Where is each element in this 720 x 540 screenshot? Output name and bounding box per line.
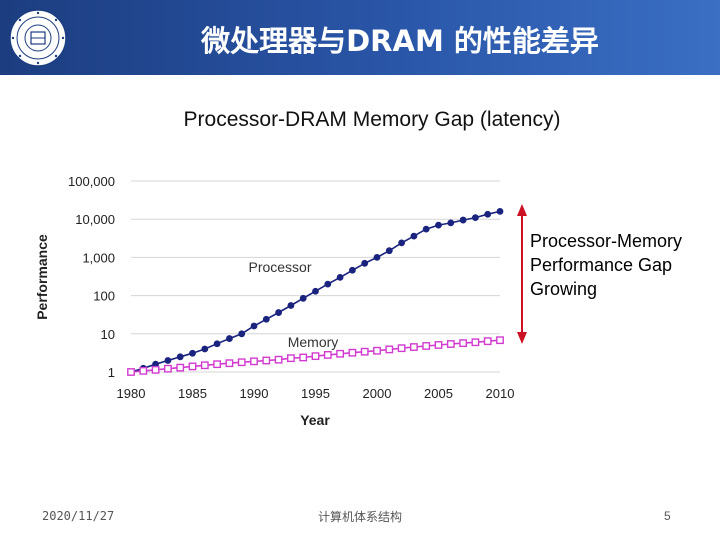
memory-point: [250, 357, 258, 366]
processor-point: [287, 302, 295, 309]
slide-header: 微处理器与DRAM 的性能差异: [0, 0, 720, 75]
memory-point: [422, 342, 431, 350]
memory-point: [262, 356, 271, 365]
memory-series-label: Memory: [288, 334, 339, 350]
x-tick-label: 2000: [363, 386, 392, 401]
processor-point: [312, 287, 319, 295]
grid-lines: [131, 180, 500, 373]
memory-point: [483, 337, 492, 346]
y-tick-label: 10: [101, 327, 115, 342]
annotation-line: Growing: [530, 279, 598, 299]
memory-point: [176, 363, 185, 372]
y-tick-label: 1: [108, 365, 115, 380]
processor-point: [164, 357, 172, 364]
y-tick-labels: 1 10 100 1,000 10,000 100,000: [68, 174, 115, 380]
processor-series-label: Processor: [248, 259, 311, 275]
processor-point: [299, 294, 307, 302]
memory-point: [446, 340, 455, 348]
processor-point: [459, 216, 467, 224]
processor-point: [361, 259, 369, 267]
memory-point: [496, 336, 504, 345]
processor-point: [373, 254, 381, 261]
processor-point: [213, 340, 221, 348]
processor-point: [472, 214, 479, 222]
x-tick-labels: 1980 1985 1990 1995 2000 2005 2010: [117, 386, 515, 401]
x-tick-label: 1995: [301, 386, 330, 401]
memory-point: [163, 364, 172, 373]
processor-point: [349, 266, 356, 274]
x-axis-label: Year: [300, 412, 330, 428]
memory-point: [127, 368, 135, 376]
processor-point: [484, 210, 492, 218]
memory-point: [336, 349, 344, 358]
memory-point: [459, 339, 467, 348]
processor-point: [250, 322, 258, 330]
annotation-line: Performance Gap: [530, 255, 673, 275]
memory-point: [348, 348, 357, 357]
processor-point: [447, 219, 455, 227]
processor-point: [275, 309, 282, 316]
processor-point: [324, 280, 332, 288]
memory-point: [397, 344, 406, 353]
processor-point: [226, 335, 233, 342]
memory-point: [434, 341, 443, 349]
x-tick-label: 1985: [178, 386, 207, 401]
y-axis-label: Performance: [34, 234, 50, 320]
memory-point: [274, 355, 283, 364]
chart-series: [127, 208, 504, 376]
gap-arrow-head-bottom: [517, 332, 527, 344]
processor-point: [176, 353, 184, 361]
annotation-line: Processor-Memory: [530, 231, 683, 251]
memory-point: [139, 366, 148, 375]
memory-point: [385, 345, 394, 354]
chart-title: Processor-DRAM Memory Gap (latency): [183, 108, 561, 131]
memory-point: [360, 347, 369, 356]
memory-point: [323, 351, 332, 359]
memory-point: [213, 360, 221, 369]
x-tick-label: 2005: [424, 386, 453, 401]
x-tick-label: 1980: [117, 386, 146, 401]
processor-point: [496, 208, 504, 215]
y-tick-label: 10,000: [75, 212, 115, 227]
memory-point: [188, 362, 197, 371]
slide-title: 微处理器与DRAM 的性能差异: [201, 24, 599, 58]
memory-point: [237, 358, 246, 367]
processor-point: [262, 315, 270, 323]
x-tick-label: 2010: [486, 386, 515, 401]
memory-point: [471, 338, 480, 347]
gap-arrow-head-top: [517, 204, 527, 216]
footer-course-title: 计算机体系结构: [317, 510, 402, 524]
memory-point: [410, 343, 418, 351]
processor-point: [422, 225, 430, 233]
university-seal-icon: [9, 9, 67, 67]
memory-point: [151, 365, 160, 374]
memory-point: [225, 359, 234, 368]
y-tick-label: 100: [93, 289, 115, 304]
processor-point: [152, 360, 160, 368]
page-number: 5: [664, 509, 671, 523]
footer-date: 2020/11/27: [42, 509, 115, 523]
memory-point: [299, 353, 308, 362]
processor-point: [201, 345, 209, 353]
processor-point: [238, 330, 246, 338]
memory-point: [311, 352, 320, 361]
memory-point: [200, 361, 209, 370]
memory-point: [373, 346, 381, 355]
gap-arrow: [517, 204, 527, 344]
y-tick-label: 100,000: [68, 174, 115, 189]
x-tick-label: 1990: [240, 386, 269, 401]
gap-annotation: Processor-Memory Performance Gap Growing: [530, 229, 720, 301]
processor-point: [410, 232, 418, 240]
processor-point: [189, 349, 196, 357]
memory-point: [287, 354, 295, 363]
processor-point: [336, 273, 344, 281]
processor-point: [398, 239, 405, 247]
processor-point: [435, 221, 442, 229]
processor-point: [385, 247, 393, 255]
y-tick-label: 1,000: [82, 250, 115, 265]
